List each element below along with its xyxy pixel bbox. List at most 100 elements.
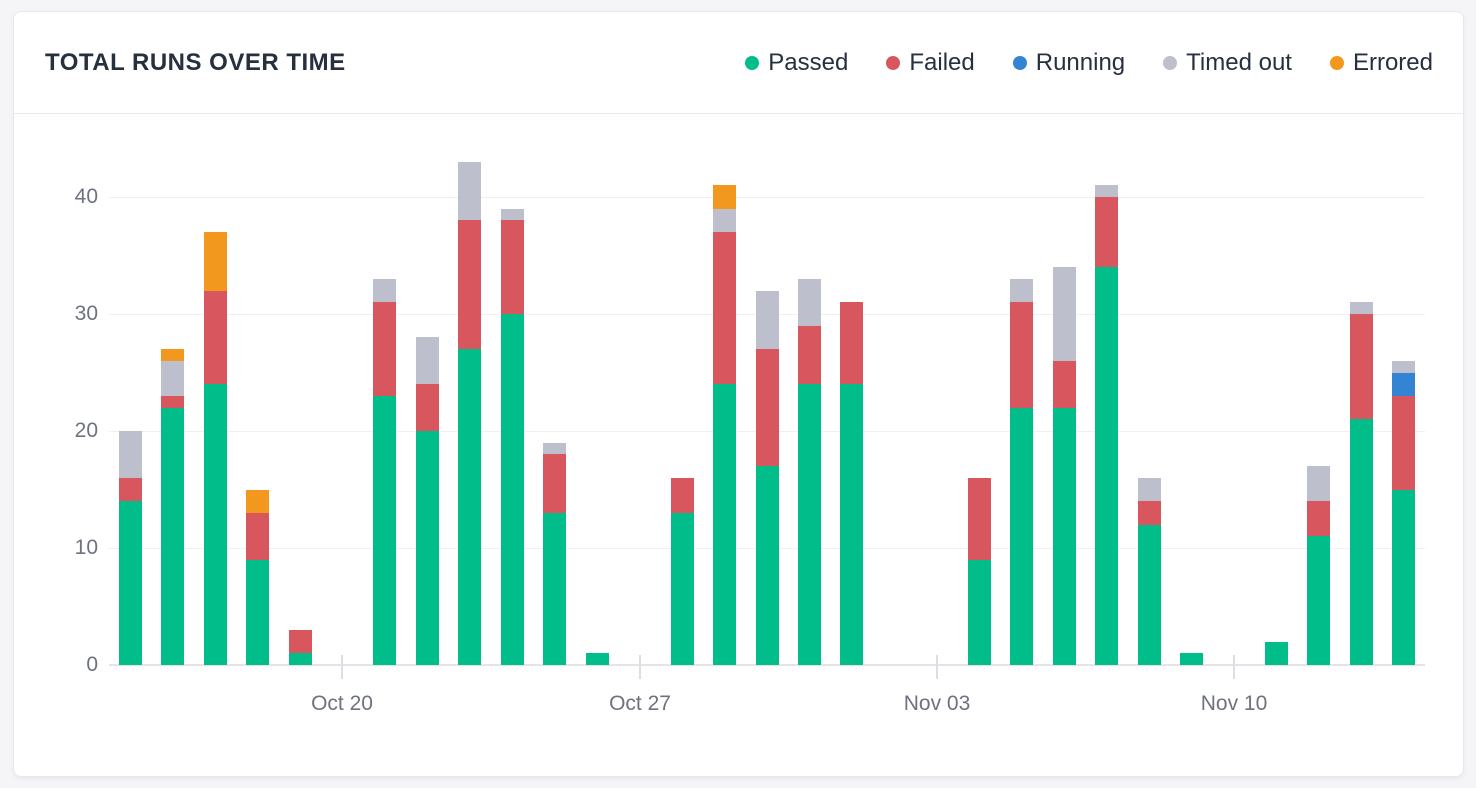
bar-segment-passed[interactable] (1307, 536, 1330, 665)
bar-segment-failed[interactable] (756, 349, 779, 466)
bar-segment-passed[interactable] (671, 513, 694, 665)
bar-stack[interactable] (1307, 114, 1330, 665)
bar-segment-timed_out[interactable] (543, 443, 566, 454)
bar-segment-passed[interactable] (204, 384, 227, 665)
bar-segment-failed[interactable] (1138, 501, 1161, 525)
bar-segment-passed[interactable] (289, 653, 312, 665)
bar-segment-timed_out[interactable] (713, 209, 736, 232)
bar-stack[interactable] (501, 114, 524, 665)
bar-segment-passed[interactable] (416, 431, 439, 665)
bar-segment-passed[interactable] (119, 501, 142, 665)
bar-segment-failed[interactable] (671, 478, 694, 513)
bar-segment-passed[interactable] (458, 349, 481, 665)
bar-segment-failed[interactable] (119, 478, 142, 501)
bar-segment-running[interactable] (1392, 373, 1415, 396)
bar-segment-failed[interactable] (1307, 501, 1330, 536)
bar-stack[interactable] (204, 114, 227, 665)
bar-segment-timed_out[interactable] (1095, 185, 1118, 197)
legend-item-errored[interactable]: Errored (1329, 49, 1433, 77)
bar-segment-timed_out[interactable] (798, 279, 821, 326)
bar-segment-failed[interactable] (458, 220, 481, 349)
bar-segment-timed_out[interactable] (119, 431, 142, 478)
bar-segment-failed[interactable] (968, 478, 991, 560)
bar-stack[interactable] (968, 114, 991, 665)
bar-segment-failed[interactable] (204, 291, 227, 384)
legend-item-failed[interactable]: Failed (886, 49, 975, 77)
bar-segment-failed[interactable] (840, 302, 863, 384)
bar-stack[interactable] (458, 114, 481, 665)
bar-stack[interactable] (543, 114, 566, 665)
bar-stack[interactable] (161, 114, 184, 665)
bar-segment-passed[interactable] (1095, 267, 1118, 665)
bar-stack[interactable] (798, 114, 821, 665)
bar-segment-errored[interactable] (204, 232, 227, 291)
bar-segment-errored[interactable] (713, 185, 736, 209)
bar-segment-timed_out[interactable] (1307, 466, 1330, 501)
bar-stack[interactable] (416, 114, 439, 665)
bar-stack[interactable] (1095, 114, 1118, 665)
bar-segment-passed[interactable] (1392, 490, 1415, 665)
bar-stack[interactable] (1010, 114, 1033, 665)
bar-segment-passed[interactable] (1053, 408, 1076, 665)
bar-stack[interactable] (840, 114, 863, 665)
bar-segment-failed[interactable] (373, 302, 396, 396)
bar-segment-failed[interactable] (798, 326, 821, 384)
bar-stack[interactable] (1180, 114, 1203, 665)
bar-stack[interactable] (1350, 114, 1373, 665)
bar-segment-timed_out[interactable] (161, 361, 184, 396)
bar-stack[interactable] (1138, 114, 1161, 665)
bar-segment-passed[interactable] (373, 396, 396, 665)
bar-stack[interactable] (246, 114, 269, 665)
bar-segment-timed_out[interactable] (1053, 267, 1076, 361)
bar-segment-failed[interactable] (161, 396, 184, 408)
bar-segment-passed[interactable] (161, 408, 184, 665)
bar-segment-passed[interactable] (1010, 408, 1033, 665)
bar-segment-passed[interactable] (798, 384, 821, 665)
bar-segment-timed_out[interactable] (458, 162, 481, 220)
bar-segment-timed_out[interactable] (501, 209, 524, 220)
bar-segment-passed[interactable] (246, 560, 269, 665)
bar-segment-passed[interactable] (586, 653, 609, 665)
bar-stack[interactable] (671, 114, 694, 665)
bar-segment-timed_out[interactable] (1010, 279, 1033, 302)
bar-segment-timed_out[interactable] (756, 291, 779, 349)
bar-segment-failed[interactable] (501, 220, 524, 314)
bar-segment-passed[interactable] (1180, 653, 1203, 665)
bar-segment-failed[interactable] (713, 232, 736, 384)
bar-segment-errored[interactable] (246, 490, 269, 513)
legend-item-running[interactable]: Running (1012, 49, 1125, 77)
bar-segment-failed[interactable] (289, 630, 312, 653)
bar-segment-passed[interactable] (1350, 419, 1373, 665)
bar-stack[interactable] (289, 114, 312, 665)
bar-segment-passed[interactable] (1138, 525, 1161, 665)
bar-segment-timed_out[interactable] (373, 279, 396, 302)
bar-stack[interactable] (119, 114, 142, 665)
bar-segment-passed[interactable] (543, 513, 566, 665)
bar-segment-timed_out[interactable] (1392, 361, 1415, 373)
bar-segment-passed[interactable] (968, 560, 991, 665)
bar-segment-failed[interactable] (1350, 314, 1373, 419)
bar-segment-passed[interactable] (501, 314, 524, 665)
bar-segment-passed[interactable] (713, 384, 736, 665)
bar-stack[interactable] (756, 114, 779, 665)
bar-segment-timed_out[interactable] (416, 337, 439, 384)
bar-segment-failed[interactable] (1053, 361, 1076, 408)
bar-segment-failed[interactable] (543, 454, 566, 513)
bar-segment-failed[interactable] (416, 384, 439, 431)
bar-segment-failed[interactable] (1392, 396, 1415, 490)
bar-stack[interactable] (713, 114, 736, 665)
bar-segment-timed_out[interactable] (1350, 302, 1373, 314)
legend-item-passed[interactable]: Passed (745, 49, 848, 77)
bar-stack[interactable] (1392, 114, 1415, 665)
bar-segment-failed[interactable] (246, 513, 269, 560)
bar-segment-timed_out[interactable] (1138, 478, 1161, 501)
bar-segment-passed[interactable] (840, 384, 863, 665)
bar-segment-passed[interactable] (1265, 642, 1288, 665)
bar-segment-failed[interactable] (1095, 197, 1118, 267)
bar-segment-passed[interactable] (756, 466, 779, 665)
bar-segment-errored[interactable] (161, 349, 184, 361)
legend-item-timed_out[interactable]: Timed out (1163, 49, 1292, 77)
bar-stack[interactable] (1053, 114, 1076, 665)
bar-stack[interactable] (373, 114, 396, 665)
bar-stack[interactable] (586, 114, 609, 665)
